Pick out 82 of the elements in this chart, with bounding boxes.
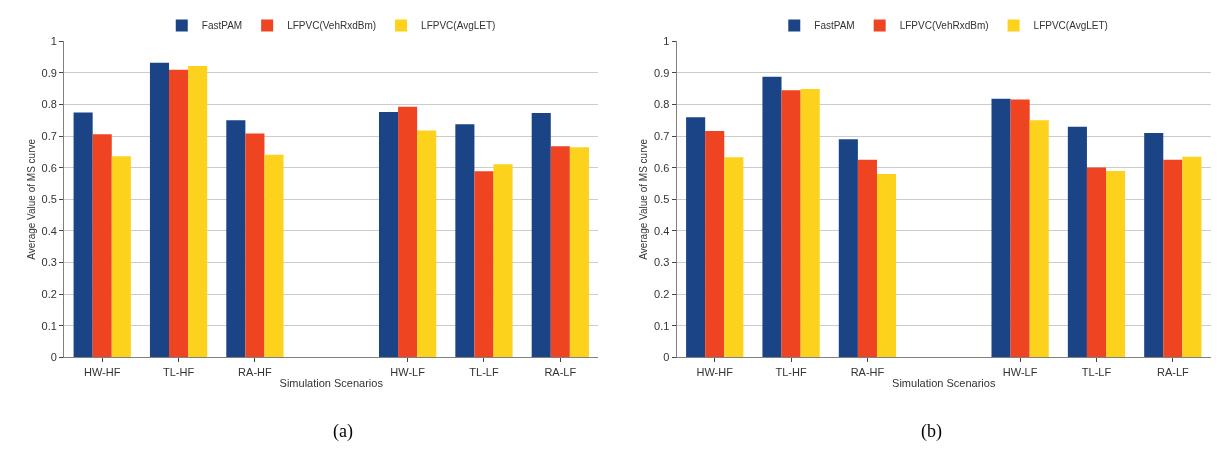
legend-label: LFPVC(AvgLET)	[421, 20, 496, 32]
y-tick-label: 0	[663, 351, 670, 364]
bar	[857, 159, 877, 358]
bar	[474, 171, 494, 358]
bar	[245, 133, 265, 358]
x-axis-title: Simulation Scenarios	[892, 376, 996, 389]
y-tick-label: 0.8	[41, 98, 57, 111]
bar	[1163, 159, 1183, 358]
bar	[991, 98, 1011, 358]
x-tick-label: RA-HF	[850, 365, 885, 378]
y-tick-label: 0.1	[654, 319, 670, 332]
bar	[1010, 99, 1030, 358]
text: (a)	[333, 421, 353, 442]
y-tick-label: 0.4	[654, 224, 670, 237]
bar	[398, 106, 418, 358]
bar	[264, 154, 284, 358]
bar	[724, 157, 744, 358]
y-tick-label: 0.1	[41, 319, 57, 332]
x-tick-label: TL-HF	[775, 365, 807, 378]
x-tick-label: TL-LF	[1081, 365, 1112, 378]
y-tick-label: 0.3	[654, 256, 670, 269]
bar	[1106, 170, 1126, 358]
bar	[493, 164, 513, 358]
bar	[92, 134, 112, 358]
y-axis-title: Average Value of MS curve	[25, 138, 37, 260]
bar	[73, 112, 93, 358]
x-tick-label: HW-LF	[390, 365, 426, 378]
x-tick-label: TL-HF	[162, 365, 195, 378]
bar	[417, 130, 437, 358]
y-tick-label: 0.2	[654, 288, 670, 301]
bar	[838, 139, 858, 358]
bar	[226, 120, 246, 358]
y-tick-label: 0.9	[654, 66, 670, 79]
y-tick-label: 0.2	[41, 288, 57, 301]
y-tick-label: 0.5	[654, 193, 670, 206]
x-tick-label: HW-HF	[696, 365, 734, 378]
bar	[188, 65, 208, 358]
legend-label: FastPAM	[814, 20, 855, 32]
bar	[1086, 167, 1107, 358]
y-tick-label: 0.8	[654, 98, 670, 111]
y-tick-label: 0.5	[41, 193, 57, 206]
x-tick-label: RA-LF	[1156, 365, 1189, 378]
y-axis-title: Average Value of MS curve	[638, 138, 650, 260]
y-tick-label: 1	[663, 35, 670, 48]
y-tick-label: 1	[50, 35, 57, 48]
legend-label: LFPVC(VehRxdBm)	[287, 20, 377, 32]
bar	[1029, 120, 1049, 358]
legend-label: LFPVC(VehRxdBm)	[899, 20, 989, 32]
text: (b)	[921, 421, 942, 442]
y-tick-label: 0.4	[41, 224, 57, 237]
bar	[169, 69, 189, 358]
y-tick-label: 0.3	[41, 256, 57, 269]
legend-label: LFPVC(AvgLET)	[1033, 20, 1108, 32]
bar	[781, 90, 801, 358]
y-tick-label: 0.7	[654, 129, 670, 142]
y-tick-label: 0	[50, 351, 57, 364]
x-tick-label: HW-LF	[1002, 365, 1038, 378]
bar	[111, 156, 131, 358]
bar	[762, 76, 782, 358]
x-tick-label: RA-HF	[238, 365, 272, 378]
bar	[800, 89, 820, 358]
bar	[378, 112, 399, 358]
x-axis-title: Simulation Scenarios	[279, 376, 384, 389]
bar	[1144, 132, 1164, 358]
bar	[569, 147, 589, 358]
bar	[531, 113, 551, 358]
bar	[455, 124, 475, 358]
bar	[149, 62, 170, 358]
y-tick-label: 0.6	[654, 161, 670, 174]
legend-label: FastPAM	[201, 20, 243, 32]
bar	[686, 117, 706, 358]
bar	[1182, 156, 1202, 358]
y-tick-label: 0.7	[41, 129, 57, 142]
x-tick-label: TL-LF	[469, 365, 499, 378]
bar	[1067, 126, 1087, 358]
y-tick-label: 0.6	[41, 161, 57, 174]
y-tick-label: 0.9	[41, 66, 57, 79]
bar	[876, 174, 897, 358]
bar	[550, 146, 570, 358]
bar	[705, 131, 725, 358]
x-tick-label: HW-HF	[83, 365, 121, 378]
x-tick-label: RA-LF	[544, 365, 577, 378]
